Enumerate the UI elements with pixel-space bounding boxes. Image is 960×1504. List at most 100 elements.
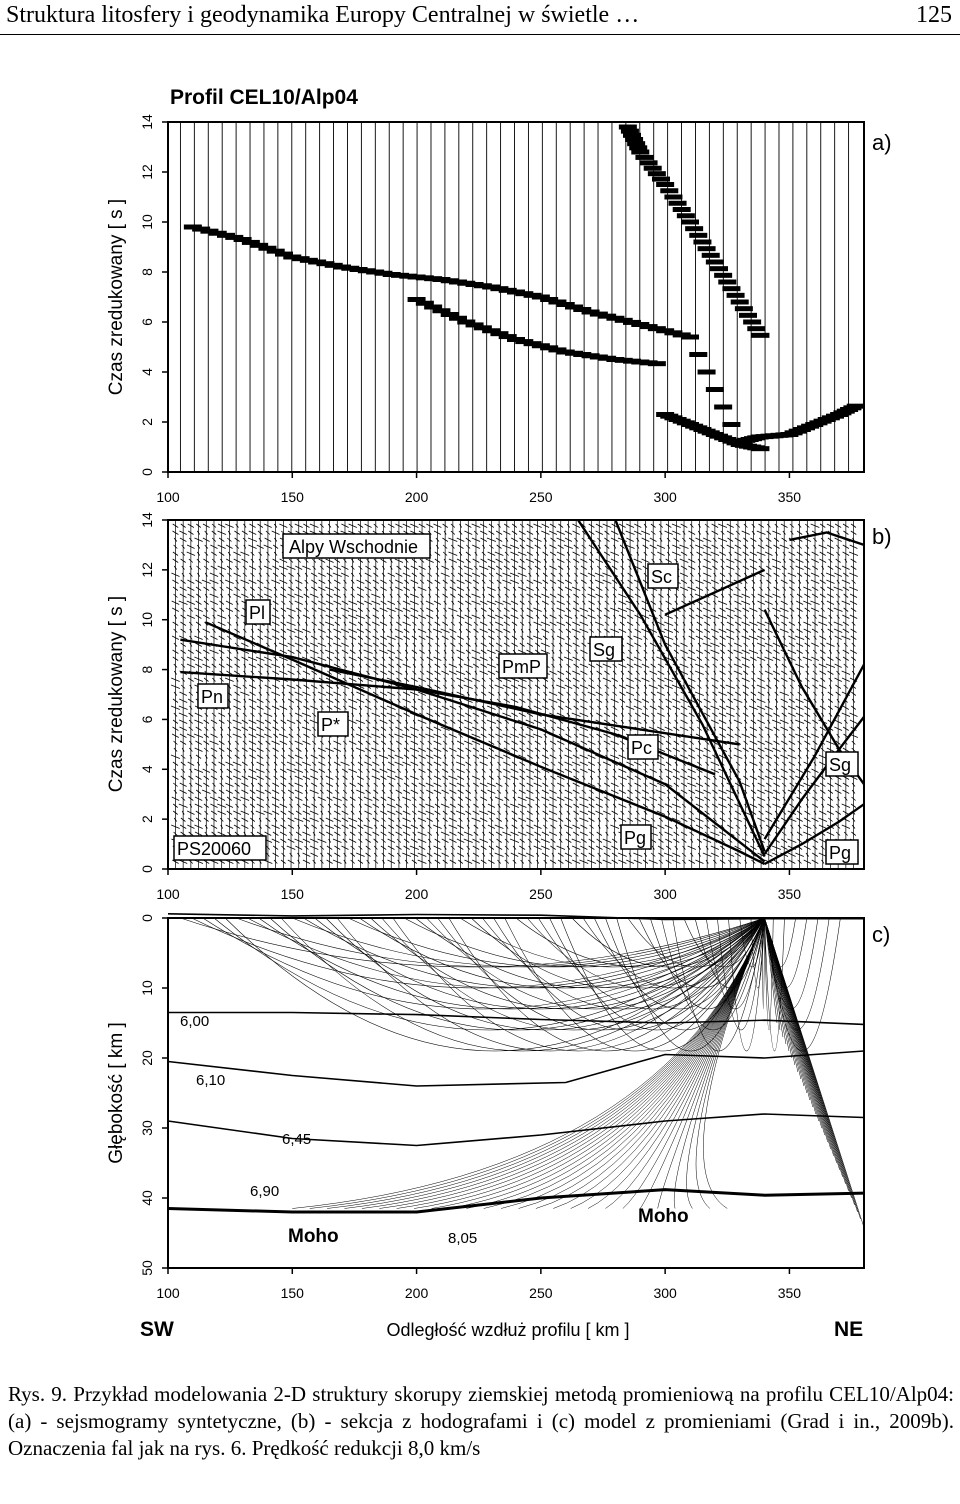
x-tick-label: 350 bbox=[778, 1285, 802, 1301]
caption-lead: Rys. 9. bbox=[8, 1382, 68, 1406]
arrival-wiggle bbox=[473, 325, 492, 331]
velocity-label-5: 8,05 bbox=[448, 1230, 477, 1247]
y-tick-label: 8 bbox=[139, 268, 155, 276]
y-tick-label: 10 bbox=[139, 980, 155, 996]
panel-a-phase-arrivals bbox=[183, 124, 865, 452]
y-tick-label: 2 bbox=[139, 418, 155, 426]
arrival-wiggle bbox=[697, 246, 716, 252]
running-title: Struktura litosfery i geodynamika Europy… bbox=[6, 2, 640, 28]
arrival-wiggle bbox=[751, 446, 770, 452]
x-tick-label: 300 bbox=[653, 1285, 677, 1301]
sg-right-label: Sg bbox=[829, 755, 851, 775]
shotpoint-label-box bbox=[173, 835, 267, 861]
arrival-wiggle bbox=[275, 251, 293, 257]
y-tick-label: 0 bbox=[139, 468, 155, 476]
arrival-wiggle bbox=[718, 279, 737, 285]
panel-a-frame bbox=[167, 121, 865, 473]
page-header: Struktura litosfery i geodynamika Europy… bbox=[0, 0, 960, 35]
sc-label: Sc bbox=[651, 567, 672, 587]
traveltime-curve bbox=[577, 519, 766, 858]
arrival-wiggle bbox=[747, 326, 766, 332]
arrival-wiggle bbox=[432, 308, 451, 314]
velocity-label-4: 6,90 bbox=[250, 1183, 279, 1200]
arrival-wiggle bbox=[743, 319, 762, 325]
moho-label-right: Moho bbox=[638, 1206, 689, 1227]
arrival-wiggle bbox=[233, 237, 252, 242]
x-tick-label: 350 bbox=[778, 886, 802, 902]
x-tick-label: 200 bbox=[405, 489, 429, 505]
arrival-wiggle bbox=[618, 124, 637, 130]
panel-c-model-boundaries bbox=[167, 913, 865, 1214]
panel-b-frame bbox=[167, 519, 865, 870]
traveltime-curve bbox=[180, 638, 766, 863]
pl-label-box bbox=[245, 599, 271, 625]
arrival-wiggle bbox=[722, 286, 741, 292]
x-tick-label: 100 bbox=[156, 489, 180, 505]
panel-b-phase-labels: Alpy Wschodnie PS20060 Pl Pn P* PmP Sg S… bbox=[173, 533, 859, 865]
panel-c-raypaths bbox=[180, 917, 864, 1227]
x-tick-label: 300 bbox=[653, 489, 677, 505]
x-tick-label: 250 bbox=[529, 489, 553, 505]
arrival-wiggle bbox=[726, 292, 745, 298]
y-tick-label: 30 bbox=[139, 1120, 155, 1136]
traveltime-curve bbox=[664, 568, 766, 616]
traveltime-curve bbox=[764, 803, 865, 866]
x-tick-label: 250 bbox=[529, 886, 553, 902]
arrival-wiggle bbox=[449, 315, 467, 321]
sw-label: SW bbox=[140, 1318, 174, 1341]
pg-mid-label: Pg bbox=[624, 828, 646, 848]
y-tick-label: 8 bbox=[139, 665, 155, 673]
velocity-label-1: 6,00 bbox=[180, 1013, 209, 1030]
arrival-wiggle bbox=[250, 242, 269, 248]
shotpoint-label: PS20060 bbox=[177, 839, 251, 859]
arrival-wiggle bbox=[751, 332, 770, 338]
panel-label-a: a) bbox=[872, 130, 892, 155]
arrival-wiggle bbox=[629, 145, 648, 151]
panel-frames bbox=[167, 121, 865, 1269]
arrival-wiggle bbox=[635, 154, 654, 160]
pl-label: Pl bbox=[249, 603, 265, 623]
p-star-label-box bbox=[317, 711, 349, 737]
arrival-wiggle bbox=[258, 245, 277, 251]
arrival-wiggle bbox=[681, 219, 699, 225]
sg-right-label-box bbox=[825, 751, 859, 777]
arrival-wiggle bbox=[490, 331, 509, 337]
panel-label-c: c) bbox=[872, 922, 890, 947]
pg-right-label: Pg bbox=[829, 843, 851, 863]
arrival-wiggle bbox=[457, 319, 476, 325]
y-tick-label: 20 bbox=[139, 1050, 155, 1066]
y-tick-label: 6 bbox=[139, 715, 155, 723]
y-tick-label: 12 bbox=[139, 562, 155, 578]
y-tick-label: 50 bbox=[139, 1260, 155, 1276]
arrival-wiggle bbox=[639, 160, 658, 166]
x-tick-label: 200 bbox=[405, 1285, 429, 1301]
arrival-wiggle bbox=[697, 369, 716, 375]
arrival-wiggle bbox=[734, 306, 753, 312]
arrival-wiggle bbox=[407, 297, 426, 302]
ne-label: NE bbox=[834, 1318, 863, 1341]
velocity-label-3: 6,45 bbox=[282, 1131, 311, 1148]
panel-c-model-labels: 6,00 6,10 6,45 6,90 8,05 Moho Moho bbox=[180, 1013, 689, 1247]
x-axis-label: Odległość wzdłuż profilu [ km ] bbox=[386, 1320, 629, 1340]
arrival-wiggle bbox=[714, 272, 733, 278]
traveltime-curve bbox=[204, 621, 766, 866]
arrival-wiggle bbox=[424, 304, 443, 310]
panel-a-seismograms bbox=[179, 122, 850, 472]
profile-title: Profil CEL10/Alp04 bbox=[170, 86, 358, 109]
arrival-wiggle bbox=[415, 300, 434, 306]
arrival-wiggle bbox=[689, 352, 708, 357]
pmp-label: PmP bbox=[502, 657, 541, 677]
arrival-wiggle bbox=[676, 213, 695, 219]
moho-label-left: Moho bbox=[288, 1226, 339, 1247]
arrival-wiggle bbox=[701, 252, 720, 258]
arrival-wiggle bbox=[664, 194, 683, 200]
arrival-wiggle bbox=[685, 226, 704, 232]
y-tick-label: 40 bbox=[139, 1190, 155, 1206]
pn-label: Pn bbox=[201, 687, 223, 707]
model-boundary bbox=[167, 1188, 865, 1214]
x-tick-label: 350 bbox=[778, 489, 802, 505]
y-tick-label: 14 bbox=[139, 512, 155, 528]
x-tick-label: 150 bbox=[281, 886, 305, 902]
arrival-wiggle bbox=[440, 312, 459, 317]
